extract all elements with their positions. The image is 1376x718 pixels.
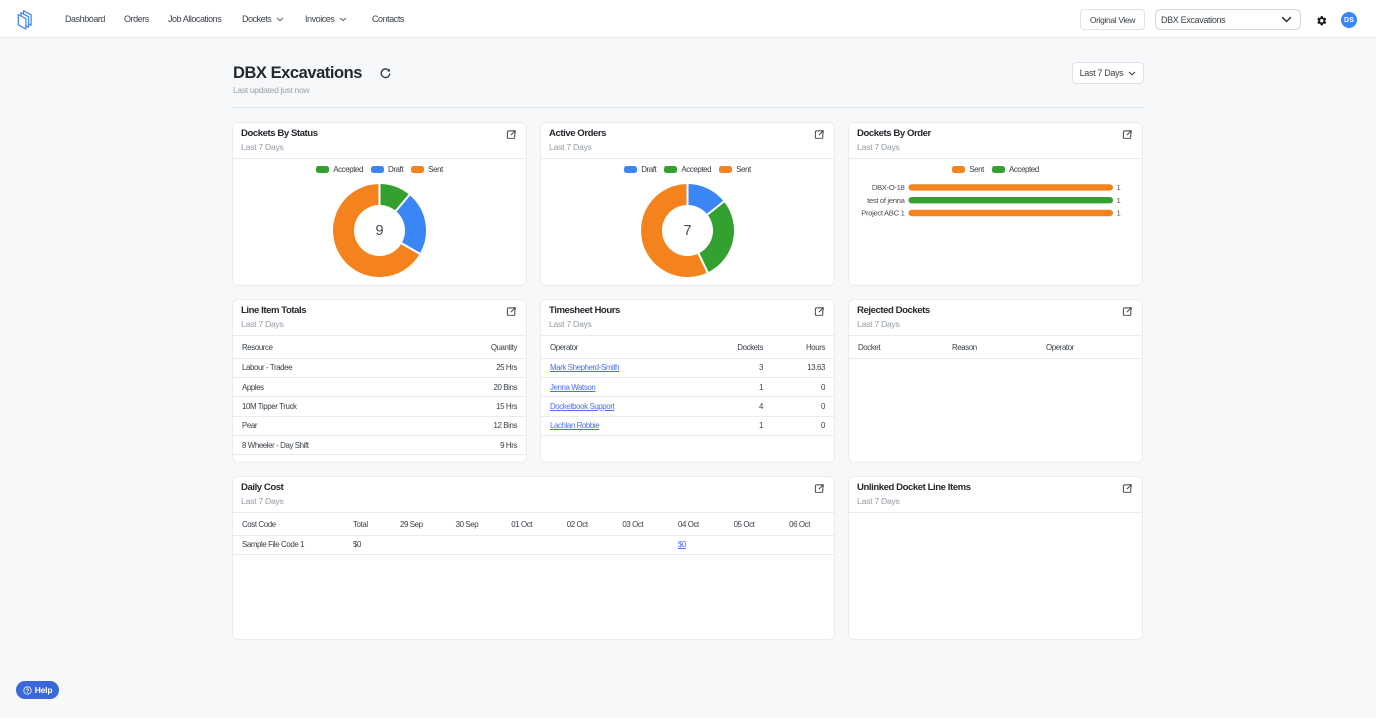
svg-text:Project ABC 1: Project ABC 1 — [861, 209, 904, 218]
svg-text:1: 1 — [1117, 183, 1121, 192]
svg-text:1: 1 — [1117, 209, 1121, 218]
svg-text:test of jenna: test of jenna — [867, 196, 905, 205]
svg-text:1: 1 — [1117, 196, 1121, 205]
svg-text:DBX-O-18: DBX-O-18 — [872, 183, 905, 192]
